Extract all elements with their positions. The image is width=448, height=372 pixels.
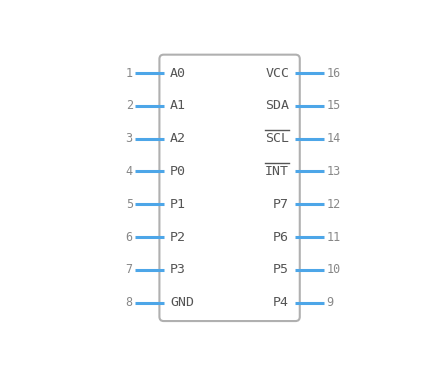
Text: P0: P0 <box>170 165 186 178</box>
Text: 5: 5 <box>125 198 133 211</box>
Text: P5: P5 <box>273 263 289 276</box>
Text: P4: P4 <box>273 296 289 309</box>
Text: 6: 6 <box>125 231 133 244</box>
Text: 4: 4 <box>125 165 133 178</box>
Text: P2: P2 <box>170 231 186 244</box>
Text: P6: P6 <box>273 231 289 244</box>
Text: P1: P1 <box>170 198 186 211</box>
Text: 3: 3 <box>125 132 133 145</box>
Text: A1: A1 <box>170 99 186 112</box>
Text: 1: 1 <box>125 67 133 80</box>
Text: VCC: VCC <box>265 67 289 80</box>
Text: INT: INT <box>265 165 289 178</box>
Text: 16: 16 <box>327 67 340 80</box>
Text: A2: A2 <box>170 132 186 145</box>
Text: A0: A0 <box>170 67 186 80</box>
Text: 9: 9 <box>327 296 334 309</box>
Text: 13: 13 <box>327 165 340 178</box>
Text: 12: 12 <box>327 198 340 211</box>
Text: 15: 15 <box>327 99 340 112</box>
Text: P3: P3 <box>170 263 186 276</box>
Text: 8: 8 <box>125 296 133 309</box>
Text: 11: 11 <box>327 231 340 244</box>
Text: 10: 10 <box>327 263 340 276</box>
Text: SDA: SDA <box>265 99 289 112</box>
Text: 2: 2 <box>125 99 133 112</box>
Text: 14: 14 <box>327 132 340 145</box>
Text: GND: GND <box>170 296 194 309</box>
Text: 7: 7 <box>125 263 133 276</box>
Text: SCL: SCL <box>265 132 289 145</box>
FancyBboxPatch shape <box>159 55 300 321</box>
Text: P7: P7 <box>273 198 289 211</box>
